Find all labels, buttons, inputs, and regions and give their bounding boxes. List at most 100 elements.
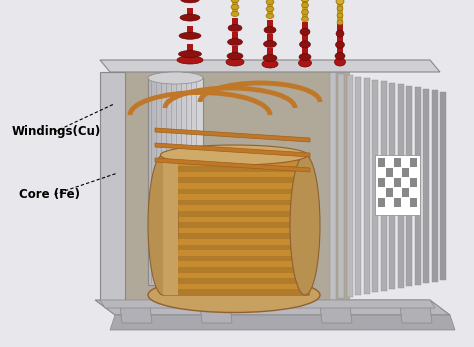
Bar [337,46,343,56]
Bar [302,22,308,32]
Bar [232,18,238,28]
Ellipse shape [301,17,309,22]
Polygon shape [381,81,387,291]
Bar [267,34,273,44]
Ellipse shape [300,28,310,35]
Polygon shape [423,89,429,283]
Text: Windings(Cu): Windings(Cu) [12,125,101,138]
Ellipse shape [231,11,239,17]
Bar [163,205,310,212]
Bar [205,240,233,246]
Bar [337,9,343,16]
Ellipse shape [262,60,278,68]
Bar [267,0,273,3]
Bar [196,78,203,285]
Bar [205,265,233,271]
Bar [337,2,343,9]
Bar [163,161,310,167]
Polygon shape [347,75,353,297]
Bar [163,228,310,234]
Ellipse shape [301,10,309,15]
Polygon shape [110,315,455,330]
Ellipse shape [266,14,274,18]
Ellipse shape [336,41,345,48]
Bar [205,270,233,276]
Bar [410,198,417,207]
Ellipse shape [148,155,178,295]
Bar [232,0,238,1]
Bar [155,78,162,285]
Bar [163,155,305,295]
Polygon shape [200,305,232,323]
Bar [162,78,169,285]
Bar [169,78,175,285]
Bar [410,178,417,187]
Bar [267,48,273,58]
Bar [187,26,193,36]
Ellipse shape [148,72,203,84]
Ellipse shape [266,0,274,5]
Polygon shape [155,158,310,172]
Polygon shape [338,74,345,298]
Polygon shape [364,78,370,294]
Bar [267,3,273,10]
Polygon shape [400,305,432,323]
Bar [205,220,233,226]
Polygon shape [398,84,404,288]
Ellipse shape [180,14,200,21]
Bar [337,24,343,34]
Bar [205,200,233,206]
Ellipse shape [336,30,344,37]
Polygon shape [390,83,395,289]
Bar [205,195,233,201]
Bar [302,13,308,20]
Bar [267,10,273,17]
Text: Core (Fe): Core (Fe) [19,188,80,201]
Ellipse shape [301,0,310,2]
Bar [386,168,393,177]
Polygon shape [155,128,310,142]
Polygon shape [415,87,421,285]
Polygon shape [95,300,450,315]
Ellipse shape [337,20,343,25]
Polygon shape [320,305,352,323]
Ellipse shape [299,59,311,67]
Bar [205,280,233,286]
Bar [232,32,238,42]
Polygon shape [432,91,438,281]
Ellipse shape [299,53,311,60]
Bar [205,205,233,211]
Polygon shape [125,72,350,300]
Ellipse shape [335,52,345,59]
Bar [232,46,238,56]
Ellipse shape [161,145,308,165]
Polygon shape [100,72,125,300]
Bar [205,230,233,236]
Ellipse shape [179,32,201,39]
Bar [148,78,203,285]
Polygon shape [356,77,362,295]
Bar [163,222,310,228]
Ellipse shape [266,7,274,11]
Bar [163,211,310,217]
Bar [337,35,343,45]
Bar [163,155,310,161]
Bar [187,8,193,18]
Ellipse shape [231,0,239,2]
Bar [163,155,178,295]
Ellipse shape [228,39,243,45]
Bar [163,261,310,268]
Bar [394,198,401,207]
Bar [163,278,310,284]
Polygon shape [100,300,435,308]
Bar [205,190,233,196]
Ellipse shape [300,41,310,48]
Ellipse shape [148,278,320,313]
Bar [267,20,273,30]
Bar [378,158,385,167]
Bar [232,8,238,15]
Ellipse shape [264,41,276,48]
Bar [205,210,233,216]
Ellipse shape [227,52,243,59]
Bar [205,260,233,266]
